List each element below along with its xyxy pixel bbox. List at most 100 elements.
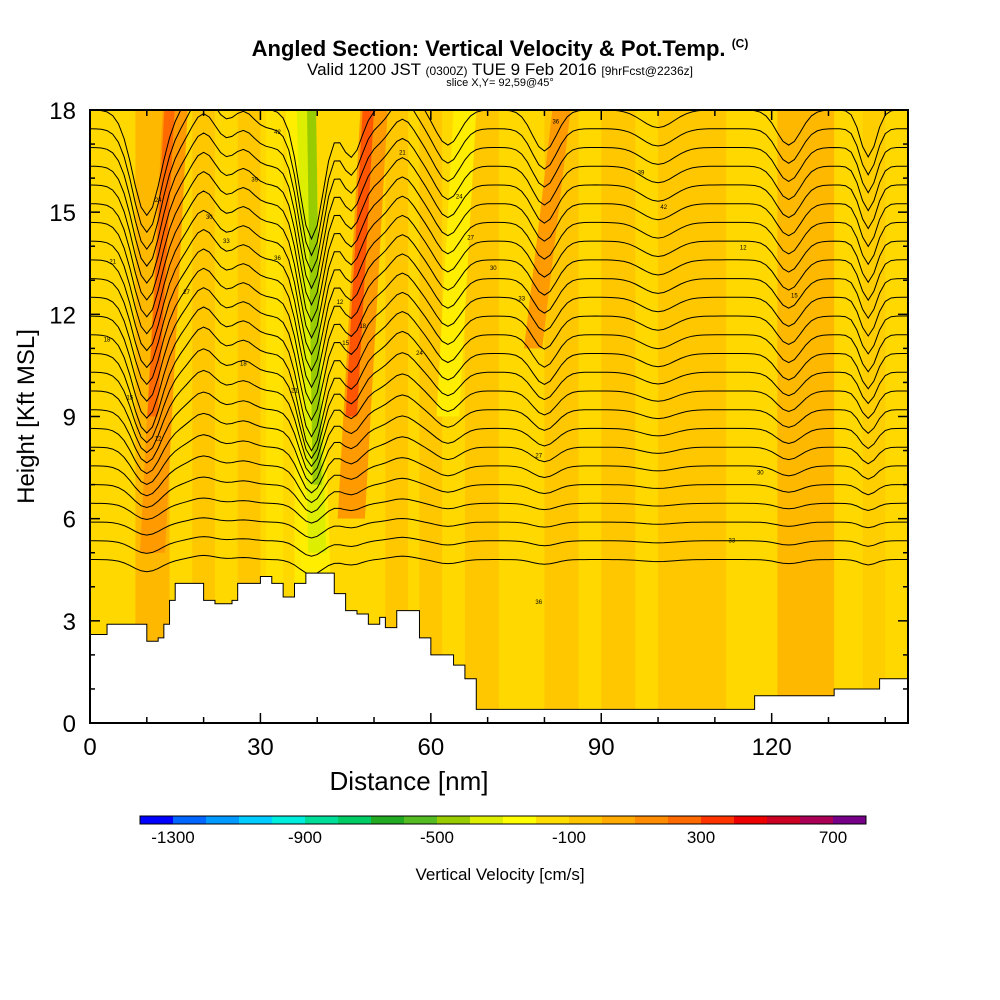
contour-label: 15	[126, 395, 133, 401]
terrain-profile	[90, 572, 908, 723]
theta-contour	[90, 554, 908, 576]
theta-contour	[90, 229, 908, 372]
theta-contour	[90, 171, 908, 323]
colorbar-swatch	[668, 816, 702, 824]
contour-label: 18	[359, 324, 366, 330]
theta-contour	[90, 110, 908, 257]
contour-label: 36	[274, 256, 281, 262]
title-text: Angled Section: Vertical Velocity & Pot.…	[251, 36, 726, 61]
contour-label: 18	[240, 361, 247, 367]
colorbar-label: Vertical Velocity [cm/s]	[415, 865, 584, 884]
field-stripe	[601, 110, 636, 723]
contour-label: 21	[109, 259, 116, 265]
colorbar-swatch	[734, 816, 768, 824]
theta-contour	[90, 455, 908, 504]
contour-label: 33	[223, 239, 230, 245]
contour-label: 36	[535, 600, 542, 606]
slice-info: slice X,Y= 92,59@45°	[446, 77, 554, 89]
colorbar-tick-label: -500	[420, 828, 454, 847]
y-tick-label: 9	[63, 405, 76, 432]
y-tick-label: 18	[49, 98, 76, 125]
contour-label: 42	[274, 130, 281, 136]
theta-contour	[90, 248, 908, 389]
theta-contour	[90, 110, 908, 241]
theta-contour	[90, 306, 908, 438]
colorbar-swatch	[701, 816, 735, 824]
contour-label: 33	[518, 297, 525, 303]
contour-label: 27	[183, 290, 190, 296]
colorbar-swatch	[800, 816, 834, 824]
colorbar-frame	[139, 815, 867, 825]
x-tick-label: 60	[417, 734, 444, 761]
colorbar-swatch	[305, 816, 339, 824]
theta-contour	[90, 209, 908, 356]
contour-label: 30	[757, 470, 764, 476]
theta-contours: 12 15 18 21 24 27 30 33 36 39 42 12 15 18 21 24 27 30 33 36…	[90, 110, 908, 606]
theta-contour	[90, 497, 908, 524]
field-stripe	[192, 110, 215, 723]
theta-contour	[90, 326, 908, 452]
x-tick-label: 120	[752, 734, 792, 761]
theta-contour	[90, 369, 908, 468]
x-tick-label: 0	[83, 734, 96, 761]
contour-label: 36	[552, 120, 559, 126]
contour-label: 12	[155, 436, 162, 442]
downdraft-band	[436, 110, 477, 417]
x-axis-label: Distance [nm]	[330, 766, 489, 796]
colorbar-swatch	[635, 816, 669, 824]
colorbar-tick-label: 300	[687, 828, 715, 847]
x-tick-label: 30	[247, 734, 274, 761]
contour-label: 18	[104, 338, 111, 344]
y-tick-label: 12	[49, 302, 76, 329]
colorbar-swatch	[833, 816, 867, 824]
colorbar-swatch	[338, 816, 372, 824]
colorbar-tick-label: 700	[819, 828, 847, 847]
theta-contour	[90, 391, 908, 476]
colorbar-swatch	[371, 816, 405, 824]
colorbar-swatch	[536, 816, 570, 824]
theta-contour	[90, 476, 908, 514]
colorbar: -1300 -900 -500 -100 300 700 Vertical Velocity…	[139, 815, 867, 884]
theta-contour	[90, 348, 908, 460]
forecast-info: [9hrFcst@2236z]	[601, 64, 693, 78]
contour-label: 33	[729, 539, 736, 545]
colorbar-swatch	[239, 816, 273, 824]
colorbar-swatch	[404, 816, 438, 824]
contour-label: 15	[342, 341, 349, 347]
valid-time: Valid 1200 JST	[307, 60, 421, 79]
field-stripe	[862, 110, 886, 723]
y-tick-label: 6	[63, 507, 76, 534]
contour-label: 12	[740, 246, 747, 252]
colorbar-swatch	[206, 816, 240, 824]
chart-subtitle: Valid 1200 JST (0300Z) TUE 9 Feb 2016 [9…	[0, 60, 1000, 80]
theta-contour	[90, 151, 908, 307]
x-tick-label: 90	[588, 734, 615, 761]
contour-label: 21	[399, 150, 406, 156]
utc-time: (0300Z)	[425, 64, 468, 78]
colorbar-swatch	[173, 816, 207, 824]
colorbar-tick-label: -1300	[151, 828, 194, 847]
terrain	[90, 572, 908, 723]
title-suffix: (C)	[731, 36, 749, 51]
contour-label: 24	[456, 195, 463, 201]
contour-label: 27	[467, 235, 474, 241]
theta-contour	[90, 412, 908, 485]
theta-contour	[90, 113, 908, 274]
theta-contour	[90, 132, 908, 290]
y-axis-label: Height [Kft MSL]	[13, 329, 40, 504]
contour-label: 21	[291, 389, 298, 395]
contour-label: 27	[535, 453, 542, 459]
contour-label: 24	[155, 198, 162, 204]
theta-contour	[90, 287, 908, 422]
contour-label: 15	[791, 293, 798, 299]
colorbar-swatch	[602, 816, 636, 824]
theta-contour	[90, 190, 908, 339]
colorbar-swatch	[140, 816, 174, 824]
theta-contour	[90, 536, 908, 557]
colorbar-tick-label: -100	[552, 828, 586, 847]
colorbar-swatch	[767, 816, 801, 824]
contour-label: 30	[206, 215, 213, 221]
colorbar-swatch	[272, 816, 306, 824]
